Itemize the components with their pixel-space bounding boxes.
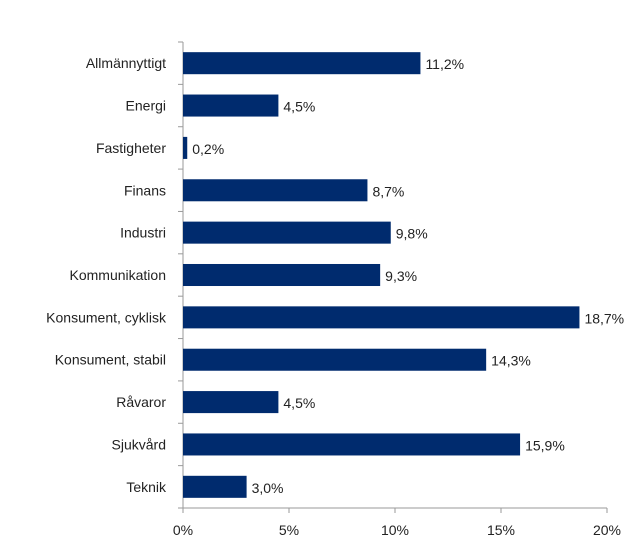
data-label: 15,9% xyxy=(525,437,565,453)
bar xyxy=(183,94,279,117)
bar xyxy=(183,52,421,75)
category-label: Konsument, stabil xyxy=(55,352,166,368)
data-label: 3,0% xyxy=(252,480,284,496)
y-axis xyxy=(178,41,184,509)
category-labels: Allmännyttigt Energi Fastigheter Finans Indu… xyxy=(46,55,167,495)
category-label: Kommunikation xyxy=(70,267,167,283)
data-label: 11,2% xyxy=(425,56,464,72)
data-label: 8,7% xyxy=(372,183,404,199)
bar xyxy=(183,306,580,329)
bar xyxy=(183,136,188,159)
data-label: 4,5% xyxy=(283,395,315,411)
x-tick-label: 15% xyxy=(487,522,515,538)
data-label: 9,8% xyxy=(396,226,428,242)
category-label: Sjukvård xyxy=(112,436,166,452)
bar xyxy=(183,475,247,498)
category-label: Energi xyxy=(126,98,166,114)
data-label: 9,3% xyxy=(385,268,417,284)
bar xyxy=(183,348,487,371)
category-label: Allmännyttigt xyxy=(86,55,166,71)
data-label: 14,3% xyxy=(491,353,531,369)
bar xyxy=(183,263,381,287)
category-label: Teknik xyxy=(126,479,167,495)
category-label: Fastigheter xyxy=(96,140,166,156)
category-label: Råvaror xyxy=(116,394,166,410)
data-label: 0,2% xyxy=(192,141,224,157)
x-tick-label: 10% xyxy=(381,522,409,538)
category-label: Industri xyxy=(120,225,166,241)
category-label: Finans xyxy=(124,182,166,198)
data-label: 18,7% xyxy=(584,310,624,326)
data-labels: 11,2% 4,5% 0,2% 8,7% 9,8% 9,3% 18,7% 14,3% 4,5% 1… xyxy=(192,56,624,496)
x-tick-label: 5% xyxy=(279,522,299,538)
x-tick-label: 20% xyxy=(593,522,621,538)
bar xyxy=(183,221,391,244)
category-label: Konsument, cyklisk xyxy=(46,309,167,325)
data-label: 4,5% xyxy=(283,99,315,115)
x-axis: 0% 5% 10% 15% 20% xyxy=(173,507,621,538)
x-tick-label: 0% xyxy=(173,522,193,538)
bar xyxy=(183,433,521,456)
bar xyxy=(183,179,368,202)
bars xyxy=(183,52,580,498)
bar xyxy=(183,391,279,414)
